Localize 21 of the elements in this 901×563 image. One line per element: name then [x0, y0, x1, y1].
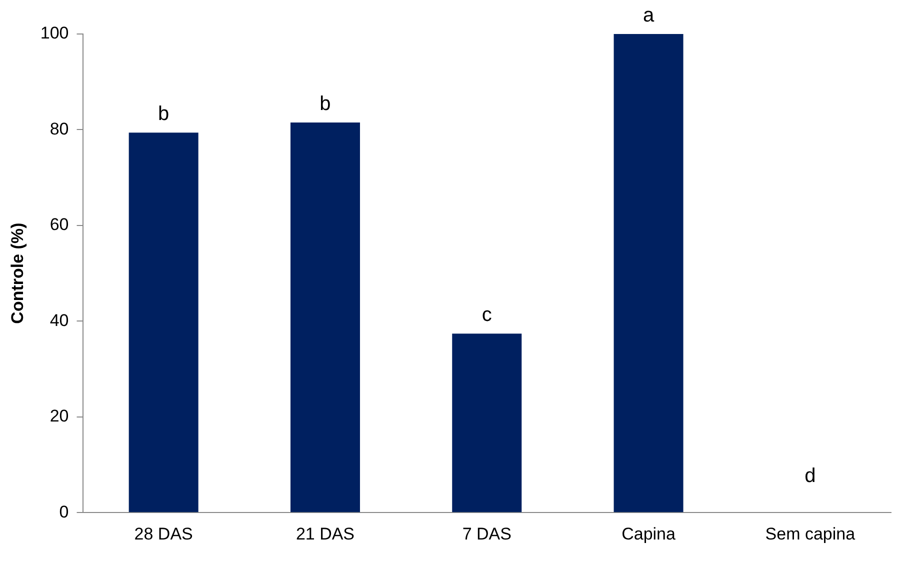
annotation: a — [642, 4, 655, 27]
x-tick-label: 21 DAS — [296, 524, 355, 544]
bar — [452, 334, 522, 512]
x-tick-label: Capina — [622, 524, 676, 544]
x-tick-label: 28 DAS — [134, 524, 193, 544]
y-tick-label: 20 — [50, 406, 69, 426]
y-tick-label: 0 — [59, 502, 69, 522]
bar — [614, 34, 684, 512]
annotation: b — [158, 103, 170, 126]
x-tick-label: 7 DAS — [462, 524, 512, 544]
y-tick-label: 100 — [40, 24, 69, 43]
annotation: d — [804, 465, 816, 488]
bar — [290, 122, 360, 512]
y-axis-title: Controle (%) — [8, 222, 27, 324]
y-tick-label: 40 — [50, 310, 69, 330]
y-tick-label: 60 — [50, 215, 69, 234]
annotation: b — [320, 93, 331, 116]
x-tick-label: Sem capina — [765, 524, 856, 544]
bar — [128, 132, 198, 512]
annotation: c — [482, 304, 492, 326]
y-tick-label: 80 — [50, 119, 69, 138]
